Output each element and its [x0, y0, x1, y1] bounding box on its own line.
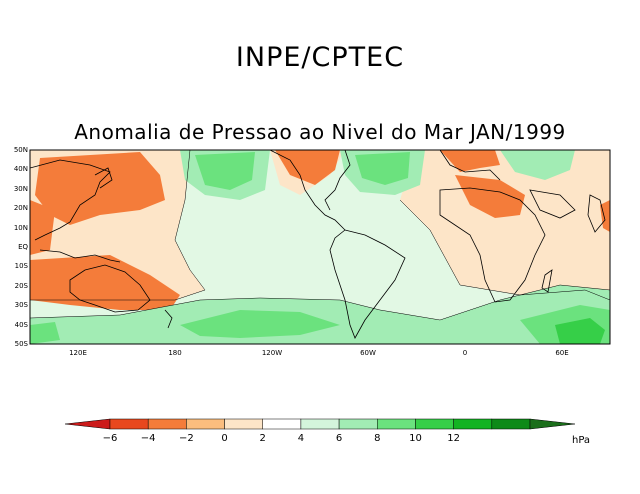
colorbar: [64, 418, 576, 430]
colorbar-segment: [338, 418, 378, 430]
lat-label: 20N: [13, 204, 28, 213]
coast-asia: [29, 159, 111, 241]
coast-south-america: [329, 229, 406, 339]
colorbar-label: 2: [259, 433, 266, 444]
lat-label: 40N: [13, 165, 28, 174]
colorbar-segment: [453, 418, 493, 430]
colorbar-segment: [377, 418, 416, 430]
lon-label: 0: [462, 349, 468, 357]
map-frame: [29, 149, 611, 345]
map-title: Anomalia de Pressao ao Nivel do Mar JAN/…: [74, 120, 566, 144]
anomaly-pos-mid-area: [195, 152, 255, 190]
colorbar-arrow-left: [64, 418, 111, 430]
coast-indonesia: [39, 249, 121, 263]
lon-label: 120W: [261, 349, 283, 357]
coast-north-america: [269, 149, 346, 231]
lat-label: 10S: [14, 262, 28, 271]
colorbar-label: −4: [140, 433, 156, 444]
lat-label: 50N: [13, 146, 28, 154]
colorbar-segment: [262, 418, 302, 430]
header-title: INPE/CPTEC: [235, 42, 405, 73]
anomaly-pos-weak-area: [30, 285, 610, 344]
anomaly-pos-mid-area: [180, 310, 340, 338]
coast-new-zealand: [164, 309, 173, 329]
colorbar-label: 8: [374, 433, 381, 444]
coast-india: [587, 194, 606, 233]
colorbar-segment: [147, 418, 187, 430]
anomaly-neg-strong-area: [30, 200, 55, 255]
coast-madagascar: [541, 269, 553, 293]
colorbar-segment: [109, 418, 149, 430]
lat-label: 50S: [14, 340, 28, 348]
lon-label: 120E: [69, 349, 87, 357]
map-field: [29, 149, 611, 345]
anomaly-neg-strong-area: [35, 152, 165, 225]
anomaly-neg-weak-area: [400, 150, 610, 300]
anomaly-neg-strong-area: [440, 150, 500, 172]
lat-label: 30S: [14, 301, 28, 310]
colorbar-label: −2: [178, 433, 194, 444]
coast-north-america-east: [324, 149, 351, 211]
lon-label: 60E: [555, 349, 569, 357]
anomaly-pos-mid-area: [30, 322, 60, 344]
colorbar-segment: [415, 418, 454, 430]
coast-africa: [439, 187, 546, 303]
lat-label: 10N: [13, 223, 28, 232]
lat-label: EQ: [18, 243, 28, 251]
anomaly-neg-strong-area: [600, 200, 610, 232]
anomaly-neg-strong-area: [275, 150, 340, 185]
lon-label: 180: [168, 349, 182, 357]
coast-japan: [94, 167, 113, 189]
lat-label: 40S: [14, 320, 28, 329]
colorbar-label: 0: [221, 433, 228, 444]
contour-lines: [29, 149, 611, 321]
lat-label: 30N: [13, 184, 28, 193]
colorbar-segment: [224, 418, 263, 430]
colorbar-segment: [491, 418, 531, 430]
colorbar-segment: [186, 418, 225, 430]
colorbar-unit: hPa: [572, 435, 591, 446]
coast-europe: [439, 149, 501, 181]
colorbar-label: 4: [297, 433, 305, 444]
coast-arabia: [529, 189, 576, 219]
coast-australia: [69, 264, 151, 313]
anomaly-pos-weak-area: [500, 150, 575, 180]
colorbar-label: 12: [447, 433, 460, 444]
colorbar-label: 6: [335, 433, 343, 444]
colorbar-label: −6: [102, 433, 118, 444]
coastlines: [29, 149, 606, 339]
lon-label: 60W: [360, 349, 376, 357]
anomaly-neg-strong-area: [30, 255, 180, 310]
colorbar-arrow-right: [529, 418, 576, 430]
anomaly-pos-strong-area: [555, 318, 605, 344]
anomaly-neg-strong-area: [455, 175, 525, 218]
anomaly-pos-mid-area: [355, 152, 410, 185]
lat-label: 20S: [14, 281, 28, 290]
colorbar-segment: [300, 418, 340, 430]
colorbar-label: 10: [409, 433, 422, 444]
